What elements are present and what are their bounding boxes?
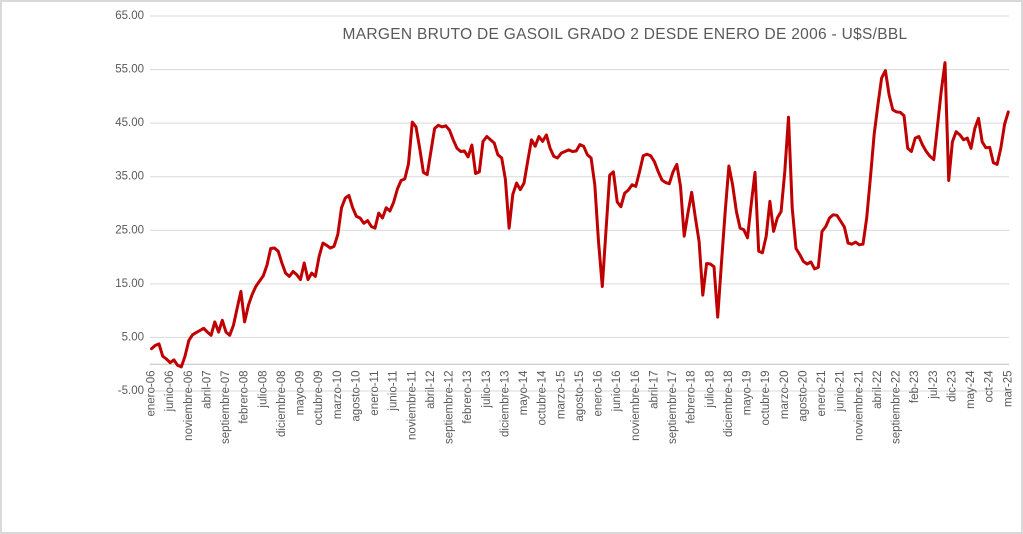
x-tick-label: marzo-15 — [555, 371, 567, 420]
x-tick-label: octubre-09 — [313, 371, 325, 426]
x-tick-label: febrero-08 — [239, 371, 251, 424]
x-tick-label: enero-06 — [146, 371, 158, 417]
x-tick-label: agosto-15 — [574, 371, 586, 422]
x-tick-label: junio-06 — [164, 371, 176, 413]
x-tick-label: feb-23 — [909, 371, 921, 404]
x-tick-label: dic-23 — [946, 371, 958, 402]
x-tick-label: abril-12 — [425, 371, 437, 409]
x-tick-label: oct-24 — [984, 370, 996, 403]
y-tick-label: 35.00 — [115, 171, 144, 183]
series-line — [150, 61, 1010, 369]
x-tick-label: octubre-19 — [760, 371, 772, 426]
gridlines — [150, 15, 1009, 392]
x-tick-label: mayo-19 — [742, 371, 754, 416]
x-tick-label: julio-18 — [704, 371, 716, 409]
x-tick-label: mayo-14 — [518, 370, 530, 415]
x-tick-label: diciembre-13 — [499, 371, 511, 437]
x-tick-label: noviembre-11 — [406, 371, 418, 440]
y-tick-label: 55.00 — [115, 64, 144, 76]
x-tick-label: junio-16 — [611, 371, 623, 413]
x-tick-label: diciembre-08 — [276, 371, 288, 437]
x-tick-label: may-24 — [965, 370, 977, 409]
y-axis-labels: 65.00 55.00 45.00 35.00 25.00 15.00 5.00 -5.00 — [115, 10, 144, 397]
x-tick-label: agosto-20 — [797, 371, 809, 422]
series-group — [150, 61, 1010, 369]
x-tick-label: septiembre-17 — [667, 371, 679, 445]
x-tick-label: enero-21 — [816, 371, 828, 417]
x-tick-label: febrero-18 — [686, 371, 698, 424]
x-tick-label: abril-07 — [201, 371, 213, 409]
x-tick-label: marzo-10 — [332, 371, 344, 420]
x-axis-labels: enero-06 junio-06 noviembre-06 abril-07 sept… — [146, 370, 1015, 444]
chart-title: MARGEN BRUTO DE GASOIL GRADO 2 DESDE ENE… — [342, 26, 908, 43]
x-tick-label: jul-23 — [928, 371, 940, 400]
y-tick-label: 25.00 — [115, 224, 144, 236]
x-tick-label: febrero-13 — [462, 371, 474, 424]
y-tick-label: 65.00 — [115, 10, 144, 22]
x-tick-label: septiembre-07 — [220, 371, 232, 445]
x-tick-label: junio-11 — [388, 371, 400, 412]
y-tick-label: 45.00 — [115, 117, 144, 129]
x-tick-label: enero-11 — [369, 371, 381, 416]
x-tick-label: octubre-14 — [537, 370, 549, 426]
x-tick-label: marzo-20 — [779, 371, 791, 420]
x-tick-label: enero-16 — [593, 371, 605, 417]
x-tick-label: abril-22 — [872, 371, 884, 409]
x-tick-label: junio-21 — [835, 371, 847, 413]
x-tick-label: mar-25 — [1002, 371, 1014, 407]
x-tick-label: septiembre-12 — [444, 371, 456, 445]
x-tick-label: mayo-09 — [295, 371, 307, 416]
x-tick-label: septiembre-22 — [891, 371, 903, 445]
y-tick-label: 15.00 — [115, 278, 144, 290]
x-tick-label: agosto-10 — [350, 371, 362, 422]
x-tick-label: noviembre-16 — [630, 371, 642, 441]
x-tick-label: abril-17 — [648, 371, 660, 409]
y-tick-label: 5.00 — [122, 331, 144, 343]
x-tick-label: julio-08 — [257, 371, 269, 409]
y-tick-label: -5.00 — [118, 385, 144, 397]
x-tick-label: noviembre-06 — [183, 371, 195, 441]
x-tick-label: noviembre-21 — [853, 371, 865, 441]
x-tick-label: julio-13 — [481, 371, 493, 409]
x-tick-label: diciembre-18 — [723, 371, 735, 437]
